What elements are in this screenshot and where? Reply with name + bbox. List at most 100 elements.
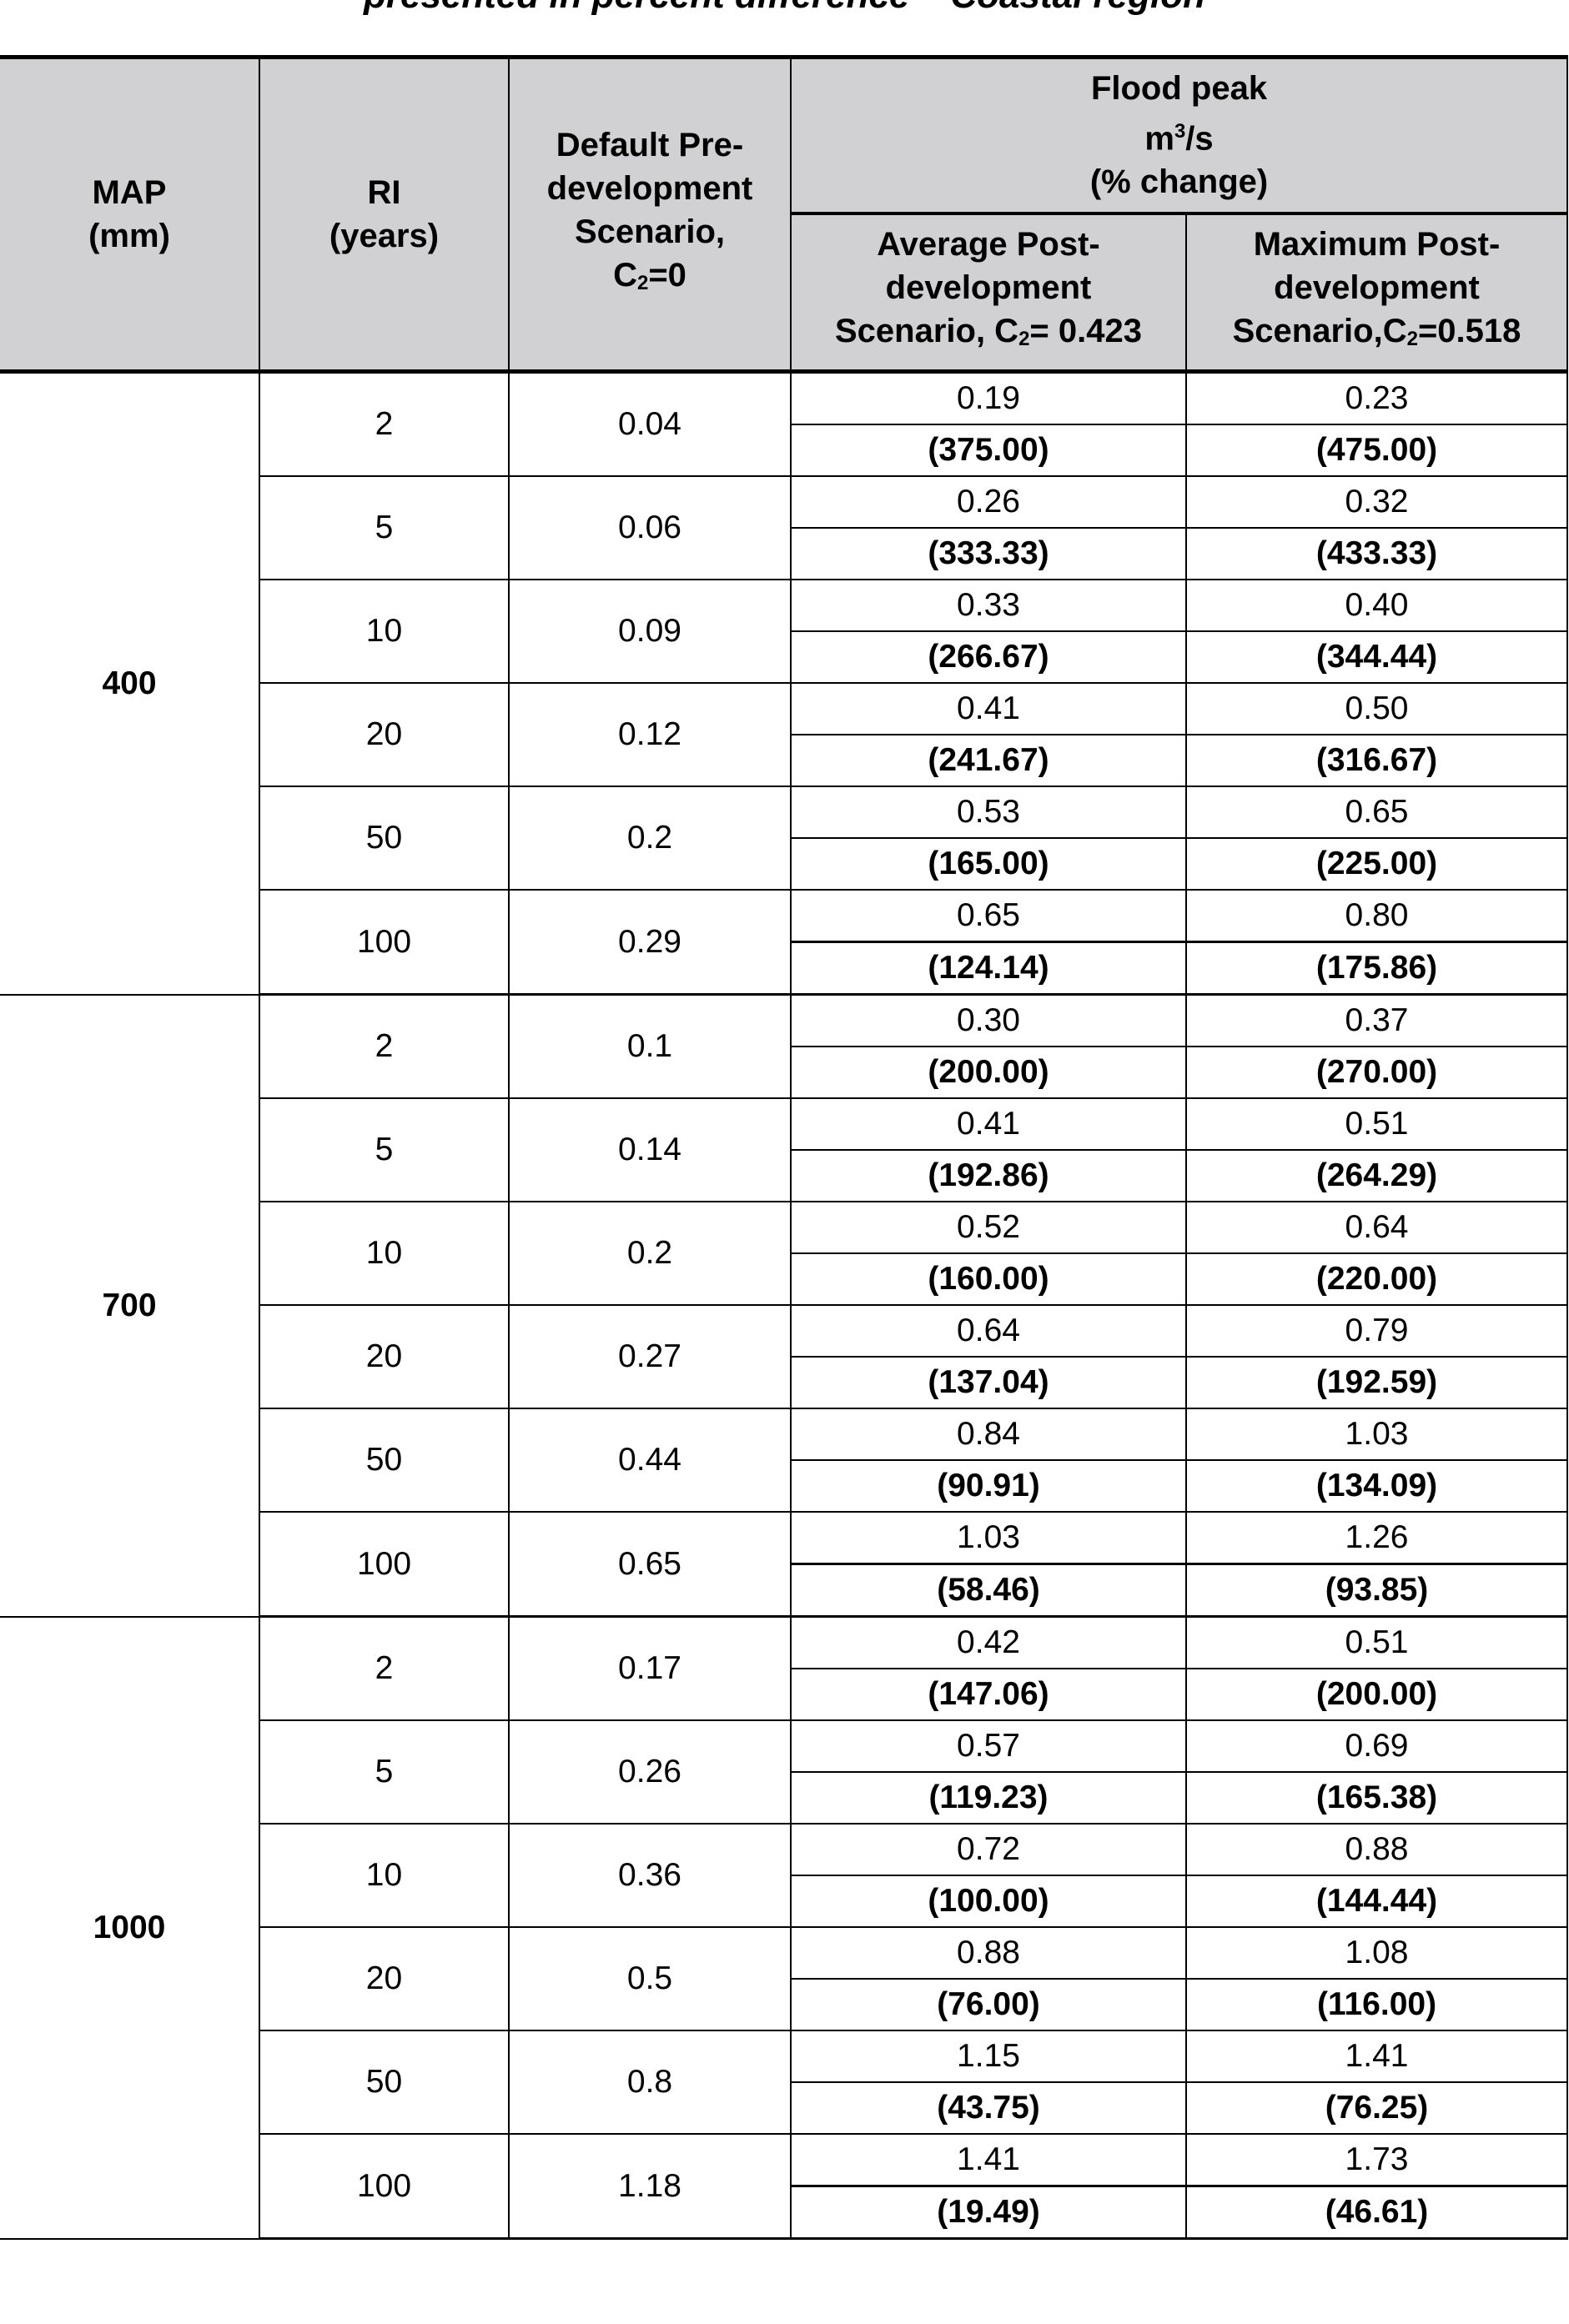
pre-development-cell: 1.18: [508, 2133, 792, 2240]
pre-development-cell: 0.04: [508, 370, 792, 477]
table-row-percent: (192.86) (264.29): [0, 1149, 1569, 1202]
table-row: 10 0.09 0.33 0.40: [0, 579, 1569, 684]
table-row: 5 0.14 0.41 0.51: [0, 1097, 1569, 1202]
average-percent-change-cell: (100.00): [790, 1875, 1187, 1928]
map-cell: 1000: [0, 1615, 260, 2240]
average-percent-change-cell: (19.49): [790, 2185, 1187, 2240]
table-row-percent: (266.67) (344.44): [0, 630, 1569, 684]
average-flood-peak-cell: 0.64: [790, 1304, 1187, 1358]
pre-development-cell: 0.5: [508, 1926, 792, 2031]
average-percent-change-cell: (90.91): [790, 1459, 1187, 1513]
table-row: 100 1.18 1.41 1.73: [0, 2133, 1569, 2240]
ri-cell: 100: [259, 1511, 510, 1618]
average-percent-change-cell: (192.86): [790, 1149, 1187, 1202]
table-row: 10 0.2 0.52 0.64: [0, 1201, 1569, 1306]
maximum-flood-peak-cell: 0.40: [1184, 579, 1569, 632]
ri-cell: 50: [259, 2030, 510, 2135]
average-flood-peak-cell: 1.41: [790, 2133, 1187, 2187]
maximum-percent-change-cell: (165.38): [1184, 1771, 1569, 1825]
average-percent-change-cell: (165.00): [790, 837, 1187, 891]
average-flood-peak-cell: 0.52: [790, 1201, 1187, 1254]
pre-development-cell: 0.09: [508, 579, 792, 684]
ri-cell: 5: [259, 1719, 510, 1825]
pre-development-cell: 0.1: [508, 993, 792, 1099]
ri-cell: 2: [259, 1615, 510, 1721]
table-row-percent: (90.91) (134.09): [0, 1459, 1569, 1513]
table-row-percent: (333.33) (433.33): [0, 527, 1569, 580]
maximum-percent-change-cell: (144.44): [1184, 1875, 1569, 1928]
maximum-flood-peak-cell: 0.32: [1184, 475, 1569, 529]
ri-cell: 2: [259, 370, 510, 477]
average-flood-peak-cell: 0.72: [790, 1823, 1187, 1876]
maximum-flood-peak-cell: 1.73: [1184, 2133, 1569, 2187]
maximum-flood-peak-cell: 0.65: [1184, 786, 1569, 839]
ri-cell: 10: [259, 579, 510, 684]
maximum-percent-change-cell: (316.67): [1184, 734, 1569, 787]
header-maximum-post-development: Maximum Post-development Scenario,C2=0.51…: [1184, 212, 1569, 374]
table-row-percent: (100.00) (144.44): [0, 1875, 1569, 1928]
pre-development-cell: 0.8: [508, 2030, 792, 2135]
maximum-percent-change-cell: (475.00): [1184, 424, 1569, 477]
average-flood-peak-cell: 0.41: [790, 1097, 1187, 1151]
average-percent-change-cell: (266.67): [790, 630, 1187, 684]
average-flood-peak-cell: 1.03: [790, 1511, 1187, 1565]
ri-cell: 20: [259, 1304, 510, 1409]
ri-cell: 10: [259, 1201, 510, 1306]
table-row-percent: (58.46) (93.85): [0, 1563, 1569, 1618]
table-row-percent: (43.75) (76.25): [0, 2081, 1569, 2135]
maximum-flood-peak-cell: 0.23: [1184, 370, 1569, 425]
pre-development-cell: 0.06: [508, 475, 792, 580]
maximum-percent-change-cell: (134.09): [1184, 1459, 1569, 1513]
table-row: 10 0.36 0.72 0.88: [0, 1823, 1569, 1928]
average-percent-change-cell: (147.06): [790, 1668, 1187, 1721]
table-row: 5 0.06 0.26 0.32: [0, 475, 1569, 580]
average-percent-change-cell: (333.33): [790, 527, 1187, 580]
ri-cell: 50: [259, 786, 510, 891]
maximum-flood-peak-cell: 0.64: [1184, 1201, 1569, 1254]
table-row: 400 2 0.04 0.19 0.23: [0, 370, 1569, 996]
average-percent-change-cell: (137.04): [790, 1356, 1187, 1409]
maximum-flood-peak-cell: 0.50: [1184, 682, 1569, 735]
table-row: 50 0.8 1.15 1.41: [0, 2030, 1569, 2135]
maximum-flood-peak-cell: 1.26: [1184, 1511, 1569, 1565]
table-row: 1000 2 0.17 0.42 0.51: [0, 1615, 1569, 2240]
pre-development-cell: 0.65: [508, 1511, 792, 1618]
table-row-percent: (200.00) (270.00): [0, 1046, 1569, 1099]
pre-development-cell: 0.2: [508, 1201, 792, 1306]
average-percent-change-cell: (58.46): [790, 1563, 1187, 1618]
table-row: 20 0.27 0.64 0.79: [0, 1304, 1569, 1409]
table-row-percent: (241.67) (316.67): [0, 734, 1569, 787]
average-percent-change-cell: (76.00): [790, 1978, 1187, 2031]
average-flood-peak-cell: 0.33: [790, 579, 1187, 632]
maximum-percent-change-cell: (116.00): [1184, 1978, 1569, 2031]
table-row: 50 0.44 0.84 1.03: [0, 1408, 1569, 1513]
maximum-flood-peak-cell: 0.51: [1184, 1097, 1569, 1151]
ri-cell: 100: [259, 889, 510, 996]
maximum-percent-change-cell: (433.33): [1184, 527, 1569, 580]
table-row-percent: (147.06) (200.00): [0, 1668, 1569, 1721]
header-ri: RI (years): [259, 55, 510, 374]
maximum-percent-change-cell: (344.44): [1184, 630, 1569, 684]
average-flood-peak-cell: 0.57: [790, 1719, 1187, 1773]
table-row-percent: (76.00) (116.00): [0, 1978, 1569, 2031]
table-row-percent: (137.04) (192.59): [0, 1356, 1569, 1409]
ri-cell: 20: [259, 682, 510, 787]
maximum-flood-peak-cell: 0.80: [1184, 889, 1569, 943]
average-percent-change-cell: (43.75): [790, 2081, 1187, 2135]
header-pre-development: Default Pre-development Scenario, C2=0: [508, 55, 792, 374]
maximum-percent-change-cell: (264.29): [1184, 1149, 1569, 1202]
maximum-flood-peak-cell: 0.51: [1184, 1615, 1569, 1669]
table-row: 5 0.26 0.57 0.69: [0, 1719, 1569, 1825]
maximum-percent-change-cell: (270.00): [1184, 1046, 1569, 1099]
average-flood-peak-cell: 0.88: [790, 1926, 1187, 1980]
maximum-percent-change-cell: (93.85): [1184, 1563, 1569, 1618]
map-cell: 400: [0, 370, 260, 996]
pre-development-cell: 0.29: [508, 889, 792, 996]
maximum-flood-peak-cell: 1.41: [1184, 2030, 1569, 2083]
table-row-percent: (119.23) (165.38): [0, 1771, 1569, 1825]
maximum-percent-change-cell: (220.00): [1184, 1252, 1569, 1306]
header-flood-peak: Flood peak m3/s (% change): [789, 55, 1569, 215]
ri-cell: 5: [259, 1097, 510, 1202]
average-flood-peak-cell: 0.84: [790, 1408, 1187, 1461]
table-caption: presented in percent difference – Coasta…: [0, 0, 1569, 17]
